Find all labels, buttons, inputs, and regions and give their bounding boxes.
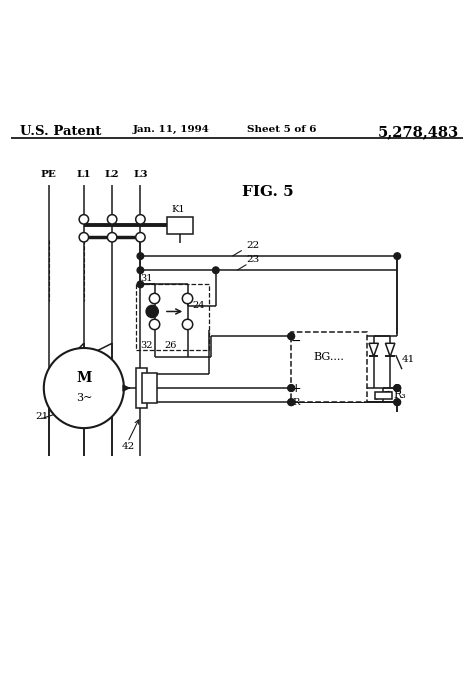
Text: +: +	[291, 381, 301, 395]
Text: BG....: BG....	[313, 352, 344, 363]
Circle shape	[136, 232, 145, 242]
Circle shape	[79, 232, 89, 242]
Text: 24: 24	[192, 301, 205, 310]
Text: Sheet 5 of 6: Sheet 5 of 6	[247, 125, 317, 134]
Text: L1: L1	[76, 170, 91, 179]
Bar	[142, 373, 157, 404]
Circle shape	[288, 333, 294, 340]
Text: 21: 21	[35, 411, 48, 420]
Text: 5,278,483: 5,278,483	[377, 125, 458, 139]
Circle shape	[394, 253, 401, 260]
Circle shape	[108, 232, 117, 242]
Circle shape	[394, 399, 401, 406]
Text: FIG. 5: FIG. 5	[242, 186, 293, 200]
Text: R₃: R₃	[393, 390, 406, 400]
Circle shape	[44, 348, 124, 428]
Text: 41: 41	[402, 355, 415, 364]
Bar	[136, 285, 209, 350]
Circle shape	[136, 214, 145, 224]
Circle shape	[394, 385, 401, 391]
Text: 32: 32	[140, 341, 153, 350]
Circle shape	[288, 399, 294, 406]
Circle shape	[149, 293, 160, 303]
Text: 42: 42	[122, 443, 135, 451]
Circle shape	[288, 333, 294, 340]
Bar	[167, 216, 193, 235]
Text: L2: L2	[105, 170, 119, 179]
Circle shape	[146, 306, 158, 317]
Text: M: M	[76, 371, 91, 385]
Circle shape	[79, 214, 89, 224]
Circle shape	[149, 319, 160, 330]
Circle shape	[212, 267, 219, 274]
Circle shape	[288, 399, 294, 406]
Circle shape	[394, 385, 401, 391]
Text: L3: L3	[133, 170, 147, 179]
Circle shape	[137, 281, 144, 287]
Text: 26: 26	[164, 341, 176, 350]
Text: Jan. 11, 1994: Jan. 11, 1994	[133, 125, 210, 134]
Text: 22: 22	[246, 241, 260, 250]
Circle shape	[182, 319, 193, 330]
Bar	[374, 392, 392, 399]
Circle shape	[182, 293, 193, 303]
Circle shape	[394, 385, 401, 391]
Text: K1: K1	[171, 205, 185, 214]
Bar	[291, 331, 366, 402]
Text: −: −	[291, 335, 301, 347]
Circle shape	[288, 385, 294, 391]
Text: 31: 31	[140, 274, 153, 283]
Text: PE: PE	[41, 170, 56, 179]
Circle shape	[394, 399, 401, 406]
Circle shape	[137, 267, 144, 274]
Circle shape	[288, 385, 294, 391]
Text: R: R	[292, 397, 300, 406]
Circle shape	[137, 253, 144, 260]
Text: U.S. Patent: U.S. Patent	[20, 125, 101, 138]
Text: 3~: 3~	[76, 393, 92, 404]
Circle shape	[108, 214, 117, 224]
Text: 23: 23	[246, 255, 260, 264]
Bar	[136, 368, 147, 408]
